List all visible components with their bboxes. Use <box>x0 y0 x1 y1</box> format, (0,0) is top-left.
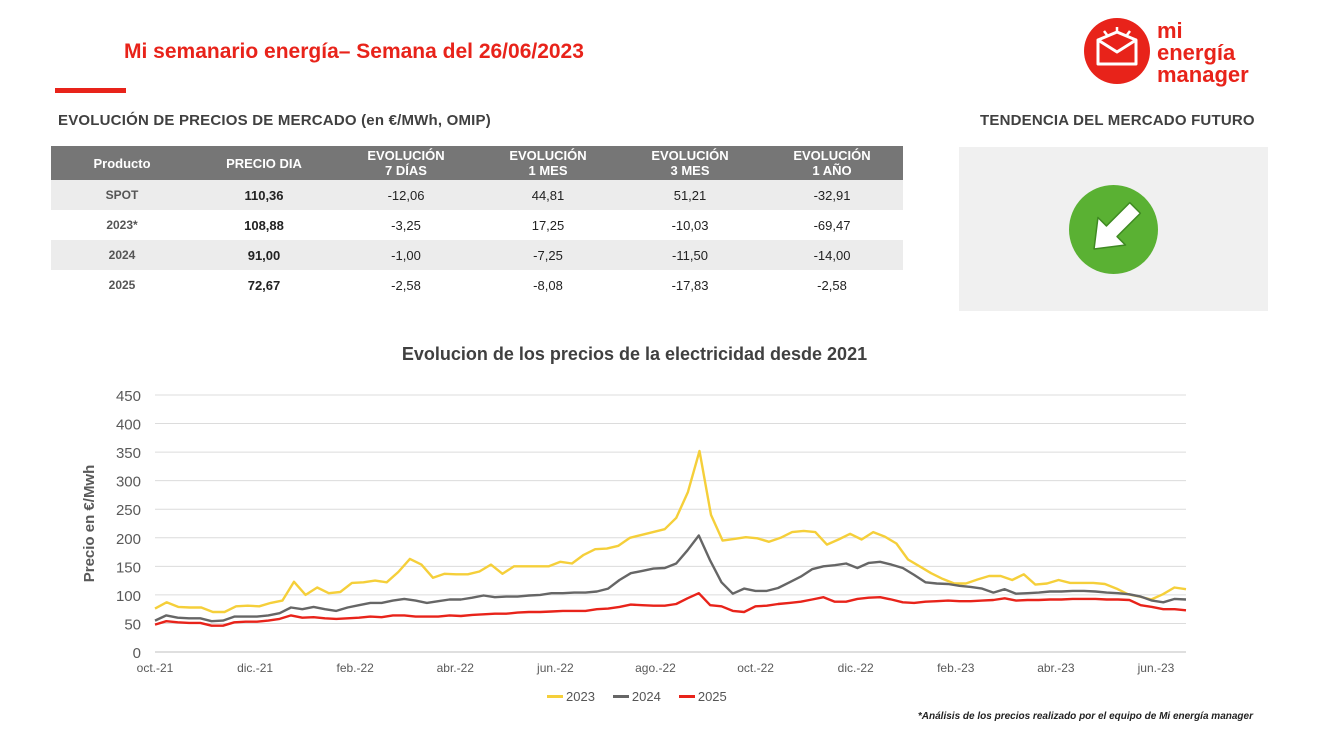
legend-label-2024: 2024 <box>631 689 661 704</box>
legend-item-2025: 2025 <box>678 689 727 704</box>
chart-legend: 2023 2024 2025 <box>547 689 727 704</box>
logo-wordmark: mi energía manager <box>1157 20 1249 86</box>
cell-3-mes: 51,21 <box>619 180 761 210</box>
table-row: SPOT 110,36 -12,06 44,81 51,21 -32,91 <box>51 180 903 210</box>
x-tick-label: jun.-23 <box>1137 661 1175 675</box>
x-tick-label: ago.-22 <box>635 661 676 675</box>
cell-1-ano: -69,47 <box>813 217 851 233</box>
chart-title: Evolucion de los precios de la electrici… <box>401 344 868 364</box>
x-tick-label: abr.-23 <box>1037 661 1075 675</box>
cell-1-mes: 17,25 <box>531 217 565 233</box>
cell-product: SPOT <box>51 180 193 210</box>
cell-3-mes: -17,83 <box>671 277 709 293</box>
cell-7-dias: -12,06 <box>335 180 477 210</box>
table-row: 2023* 108,88 -3,25 17,25 -10,03 -69,47 <box>51 210 903 240</box>
series-line-2024 <box>154 534 1187 623</box>
footnote: *Análisis de los precios realizado por e… <box>917 711 1253 722</box>
cell-1-ano: -14,00 <box>761 240 903 270</box>
logo-line-1: mi <box>1157 18 1183 43</box>
logo-badge-icon <box>1084 18 1150 84</box>
brand-logo: mi energía manager <box>1084 18 1284 88</box>
header-evolucion-3-mes: EVOLUCIÓN 3 MES <box>619 146 761 180</box>
cell-7-dias: -1,00 <box>335 240 477 270</box>
logo-line-3: manager <box>1157 62 1249 87</box>
y-tick-label: 400 <box>116 417 141 434</box>
y-tick-label: 0 <box>133 645 141 662</box>
y-tick-label: 200 <box>116 531 141 548</box>
cell-product: 2024 <box>51 240 193 270</box>
x-tick-label: feb.-22 <box>337 661 375 675</box>
cell-price: 72,67 <box>247 277 281 293</box>
legend-label-2023: 2023 <box>566 689 595 704</box>
legend-item-2024: 2024 <box>612 689 661 704</box>
cell-1-ano: -32,91 <box>761 180 903 210</box>
price-line-chart: 0 50 100 150 200 250 300 350 400 450 oct.-21 dic.-2… <box>81 388 1187 675</box>
cell-7-dias: -2,58 <box>391 277 421 293</box>
title-underline <box>55 88 126 93</box>
y-tick-label: 450 <box>116 388 141 405</box>
page-title: Mi semanario energía– Semana del 26/06/2… <box>124 40 584 63</box>
x-tick-label: abr.-22 <box>437 661 475 675</box>
cell-price: 108,88 <box>244 217 284 233</box>
cell-3-mes: -11,50 <box>619 240 761 270</box>
trend-heading: TENDENCIA DEL MERCADO FUTURO <box>980 112 1255 129</box>
legend-swatch-2023 <box>547 695 563 698</box>
header-evolucion-1-mes: EVOLUCIÓN 1 MES <box>477 146 619 180</box>
header-evolucion-7-dias: EVOLUCIÓN 7 DÍAS <box>335 146 477 180</box>
cell-7-dias: -3,25 <box>391 217 421 233</box>
legend-label-2025: 2025 <box>697 689 727 704</box>
cell-1-mes: -8,08 <box>533 277 563 293</box>
table-row: 2025 72,67 -2,58 -8,08 -17,83 -2,58 <box>51 270 903 300</box>
series-line-2025 <box>154 591 1187 627</box>
header-producto: Producto <box>51 146 193 180</box>
x-tick-label: oct.-22 <box>737 661 774 675</box>
table-row: 2024 91,00 -1,00 -7,25 -11,50 -14,00 <box>51 240 903 270</box>
y-tick-label: 100 <box>116 588 141 605</box>
cell-product: 2023* <box>106 218 138 232</box>
x-tick-label: jun.-22 <box>536 661 574 675</box>
cell-product: 2025 <box>108 278 136 292</box>
cell-1-mes: 44,81 <box>477 180 619 210</box>
x-tick-label: oct.-21 <box>137 661 174 675</box>
y-tick-label: 300 <box>116 474 141 491</box>
y-tick-label: 150 <box>116 559 141 576</box>
table-header-row: Producto PRECIO DIA EVOLUCIÓN 7 DÍAS EVOL… <box>51 146 903 180</box>
logo-line-2: energía <box>1157 40 1236 65</box>
cell-1-mes: -7,25 <box>477 240 619 270</box>
legend-item-2023: 2023 <box>547 689 595 704</box>
cell-price: 91,00 <box>193 240 335 270</box>
cell-3-mes: -10,03 <box>671 217 709 233</box>
prices-heading: EVOLUCIÓN DE PRECIOS DE MERCADO (en €/MW… <box>58 112 491 129</box>
market-prices-table: Producto PRECIO DIA EVOLUCIÓN 7 DÍAS EVOL… <box>51 146 903 300</box>
arrow-down-right-icon <box>1069 185 1158 274</box>
y-axis-label: Precio en €/Mwh <box>81 465 98 583</box>
header-precio-dia: PRECIO DIA <box>193 146 335 180</box>
x-tick-label: dic.-21 <box>237 661 273 675</box>
trend-panel <box>959 147 1268 311</box>
y-tick-label: 350 <box>116 445 141 462</box>
y-tick-label: 250 <box>116 502 141 519</box>
cell-price: 110,36 <box>193 180 335 210</box>
x-tick-label: feb.-23 <box>937 661 975 675</box>
cell-1-ano: -2,58 <box>817 277 847 293</box>
legend-swatch-2024 <box>612 695 629 698</box>
x-tick-label: dic.-22 <box>838 661 874 675</box>
legend-swatch-2025 <box>678 695 695 698</box>
header-evolucion-1-ano: EVOLUCIÓN 1 AÑO <box>761 146 903 180</box>
series-line-2023 <box>154 449 1187 614</box>
y-tick-label: 50 <box>124 616 141 633</box>
